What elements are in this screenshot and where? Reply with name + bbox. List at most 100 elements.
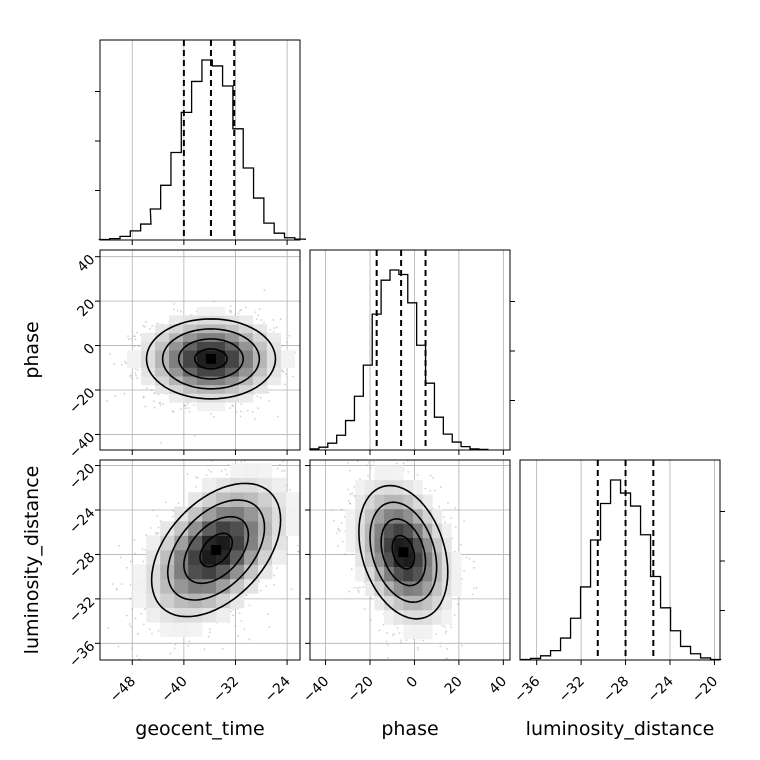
sample-point xyxy=(303,360,305,362)
sample-point xyxy=(240,403,243,406)
density-cell xyxy=(238,393,254,403)
sample-point xyxy=(281,345,284,348)
sample-point xyxy=(135,374,137,377)
sample-point xyxy=(173,303,176,305)
panel-content xyxy=(100,443,316,660)
density-cell xyxy=(238,367,254,377)
sample-point xyxy=(183,404,186,407)
sample-point xyxy=(228,310,231,312)
density-cell xyxy=(141,358,156,368)
density-cell xyxy=(210,367,226,377)
sample-point xyxy=(283,469,286,472)
density-cell xyxy=(183,358,198,368)
sample-point xyxy=(134,335,136,338)
sample-point xyxy=(135,655,138,657)
sample-point xyxy=(279,318,282,321)
sample-point xyxy=(195,476,197,479)
sample-point xyxy=(258,443,260,445)
density-cell xyxy=(127,350,142,360)
sample-point xyxy=(281,368,283,371)
density-cell xyxy=(238,315,254,325)
density-cell xyxy=(160,607,175,623)
sample-point xyxy=(235,411,238,414)
density-cell xyxy=(146,564,161,580)
density-cell xyxy=(183,384,198,394)
sample-point xyxy=(133,345,136,348)
sample-point xyxy=(258,308,261,310)
density-cell xyxy=(252,376,268,386)
sample-point xyxy=(313,349,315,351)
density-cell xyxy=(188,622,203,637)
sample-point xyxy=(169,652,172,655)
density-cell xyxy=(183,376,198,386)
sample-point xyxy=(132,335,135,338)
density-cell xyxy=(244,477,259,493)
sample-point xyxy=(314,493,316,495)
density-cell xyxy=(266,341,282,351)
y-tick-label: 20 xyxy=(74,296,98,320)
hist-bar xyxy=(150,209,160,240)
sample-point xyxy=(229,407,231,409)
density-cell xyxy=(210,350,226,360)
sample-point xyxy=(134,338,137,341)
hist-bar xyxy=(408,303,417,450)
density-cell xyxy=(224,315,240,325)
sample-point xyxy=(115,589,118,591)
density-cell xyxy=(141,376,156,386)
sample-point xyxy=(152,509,154,512)
density-cell xyxy=(272,492,287,507)
density-cell xyxy=(174,521,189,536)
hist-bar xyxy=(390,270,399,450)
sample-point xyxy=(131,608,134,610)
sample-point xyxy=(282,460,285,463)
sample-point xyxy=(221,648,224,650)
sample-point xyxy=(126,566,129,569)
panel-frame xyxy=(519,459,721,661)
contour-line xyxy=(161,328,261,390)
x-tick-label: −32 xyxy=(210,674,242,706)
sample-point xyxy=(277,453,279,455)
sample-point xyxy=(207,635,210,638)
sample-point xyxy=(210,412,213,415)
density-cell xyxy=(280,350,296,360)
density-cell xyxy=(210,332,226,342)
sample-point xyxy=(444,632,447,635)
contour-line xyxy=(183,515,250,585)
density-cell xyxy=(230,564,245,580)
sample-point xyxy=(343,515,346,518)
density-cell xyxy=(224,384,240,394)
hist-bar xyxy=(443,434,452,450)
y-tick-label: −40 xyxy=(66,429,98,461)
sample-point xyxy=(107,627,110,629)
density-cell xyxy=(230,535,245,551)
hist-bar xyxy=(243,168,253,240)
scatter-panel-phase-luminosity_distance: −40 −20 0 20 40 xyxy=(300,459,511,706)
hist-bar xyxy=(651,577,661,660)
sample-point xyxy=(272,319,275,321)
density-cell xyxy=(174,578,189,594)
sample-point xyxy=(236,607,239,610)
sample-point xyxy=(269,329,271,331)
density-cell xyxy=(196,350,212,360)
sample-point xyxy=(173,647,176,650)
sample-point xyxy=(277,415,279,418)
hist-bar xyxy=(434,417,443,450)
sample-point xyxy=(113,362,116,365)
density-cell xyxy=(238,384,254,394)
sample-point xyxy=(288,334,291,337)
sample-point xyxy=(311,488,313,490)
density-cell xyxy=(196,376,212,386)
density-cell xyxy=(169,376,184,386)
sample-point xyxy=(130,377,133,380)
density-cell xyxy=(244,463,259,479)
density-cell xyxy=(174,564,189,580)
hist-step-line xyxy=(309,269,489,451)
density-cell xyxy=(230,593,245,609)
sample-point xyxy=(273,574,276,577)
density-cell xyxy=(146,607,161,623)
density-cell xyxy=(252,367,268,377)
density-cell xyxy=(169,367,184,377)
density-cell xyxy=(183,324,198,334)
density-cell xyxy=(196,315,212,325)
sample-point xyxy=(192,404,195,406)
